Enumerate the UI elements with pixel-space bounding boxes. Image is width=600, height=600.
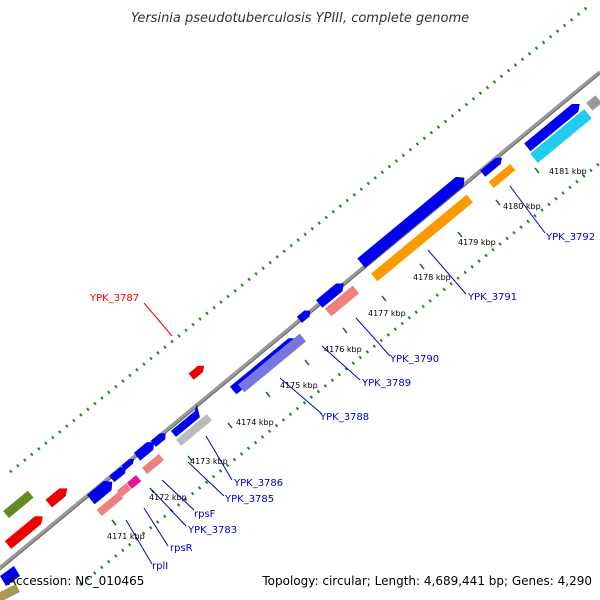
gene-label-ypk3792[interactable]: YPK_3792 xyxy=(545,232,595,243)
gene-feature-grey[interactable] xyxy=(176,414,212,446)
gc-content-outer-track xyxy=(9,3,591,474)
gene-label-ypk3790[interactable]: YPK_3790 xyxy=(389,354,439,365)
tick-label: 4172 kbp xyxy=(149,493,187,502)
gene-feature-pink[interactable] xyxy=(116,483,132,497)
gene-rpli[interactable] xyxy=(86,477,116,505)
gene-feature-grey[interactable] xyxy=(586,95,600,111)
gene-label-ypk3785[interactable]: YPK_3785 xyxy=(224,494,274,505)
gene-feature-pink[interactable] xyxy=(96,491,124,517)
accession-text: Accession: NC_010465 xyxy=(8,574,145,588)
tick-label: 4180 kbp xyxy=(503,202,541,211)
gene-feature-magenta[interactable] xyxy=(126,475,142,489)
gene-label-ypk3791[interactable]: YPK_3791 xyxy=(467,292,517,303)
map-title: Yersinia pseudotuberculosis YPIII, compl… xyxy=(131,11,469,26)
gene-feature-blue-edge[interactable] xyxy=(0,566,20,586)
leader-line xyxy=(321,345,361,381)
gene-ypk3785[interactable] xyxy=(168,404,204,438)
gene-label-ypk3789[interactable]: YPK_3789 xyxy=(361,378,411,389)
gene-ypk3786[interactable] xyxy=(141,453,165,475)
gene-feature-cyan[interactable] xyxy=(530,109,592,163)
tick-label: 4174 kbp xyxy=(236,418,274,427)
gene-label-rpsr[interactable]: rpsR xyxy=(170,543,193,554)
gene-label-ypk3787[interactable]: YPK_3787 xyxy=(89,293,139,304)
gene-feature-blue-small[interactable] xyxy=(480,155,504,177)
gene-label-rpli[interactable]: rplI xyxy=(152,561,168,572)
gene-feature-pink[interactable] xyxy=(324,285,360,317)
gene-rpsr[interactable] xyxy=(109,465,128,483)
gene-feature-olive[interactable] xyxy=(3,490,34,519)
gc-content-inner-track xyxy=(79,161,600,587)
tick-label: 4178 kbp xyxy=(413,273,451,282)
gene-label-ypk3783[interactable]: YPK_3783 xyxy=(187,525,237,536)
leader-line xyxy=(279,377,323,415)
leader-line xyxy=(205,435,233,481)
gene-rrna-orange[interactable] xyxy=(371,194,473,282)
gene-label-rpsf[interactable]: rpsF xyxy=(194,509,216,520)
gene-ypk3783[interactable] xyxy=(133,439,157,461)
tick-label: 4175 kbp xyxy=(280,381,318,390)
gene-feature-red[interactable] xyxy=(4,512,46,549)
tick-label: 4181 kbp xyxy=(549,167,587,176)
gene-ypk3787[interactable] xyxy=(45,484,71,508)
leader-line xyxy=(125,519,153,565)
tick-label: 4173 kbp xyxy=(190,457,228,466)
gene-feature-blue-small[interactable] xyxy=(296,308,313,323)
gene-ypk3789[interactable] xyxy=(237,333,307,393)
gene-rpsf[interactable] xyxy=(121,457,136,471)
leader-line xyxy=(187,461,225,497)
gene-ypk3787-marker[interactable] xyxy=(188,363,207,380)
gene-label-ypk3786[interactable]: YPK_3786 xyxy=(233,478,283,489)
leader-line xyxy=(161,479,195,511)
gene-feature-olive-edge[interactable] xyxy=(0,584,20,600)
tick-label: 4179 kbp xyxy=(458,238,496,247)
gene-feature-blue[interactable] xyxy=(150,431,168,447)
leader-line xyxy=(143,507,169,547)
tick-label: 4176 kbp xyxy=(324,345,362,354)
leader-line xyxy=(143,302,173,337)
tick-label: 4177 kbp xyxy=(368,309,406,318)
gene-label-ypk3788[interactable]: YPK_3788 xyxy=(319,412,369,423)
leader-line xyxy=(509,185,546,234)
gene-ypk3792[interactable] xyxy=(524,100,583,152)
gene-ypk3790[interactable] xyxy=(316,280,347,308)
leader-line xyxy=(427,249,467,295)
gene-rrna-orange-small[interactable] xyxy=(488,163,516,189)
gene-ypk3791[interactable] xyxy=(357,173,468,268)
ruler-ticks xyxy=(111,167,540,526)
genome-summary-text: Topology: circular; Length: 4,689,441 bp… xyxy=(262,574,592,588)
leader-line xyxy=(355,317,391,357)
tick-label: 4171 kbp xyxy=(107,532,145,541)
leader-line xyxy=(151,489,187,527)
